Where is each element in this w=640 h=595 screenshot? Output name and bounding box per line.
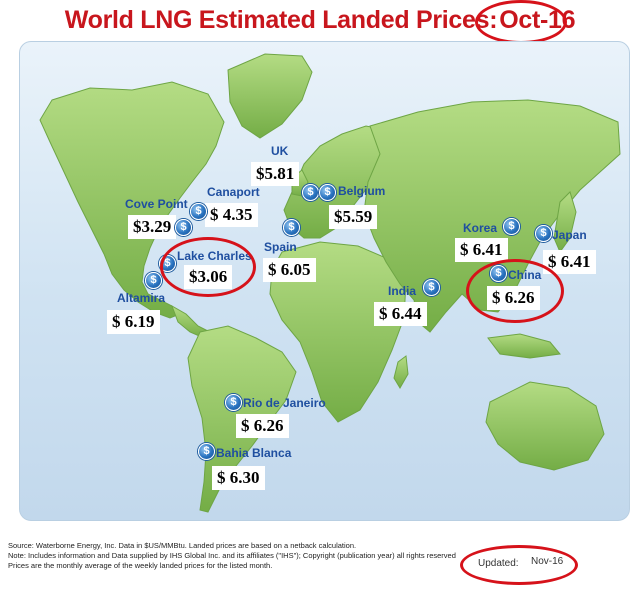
dollar-pin-icon-canaport[interactable]: $ bbox=[190, 203, 207, 220]
terminal-name-uk: UK bbox=[271, 144, 289, 158]
dollar-pin-icon-cove-point[interactable]: $ bbox=[175, 219, 192, 236]
indonesia-shape bbox=[487, 333, 561, 359]
dollar-pin-icon-india[interactable]: $ bbox=[423, 279, 440, 296]
terminal-price-altamira: $ 6.19 bbox=[107, 310, 160, 334]
title-text: World LNG Estimated Landed Prices: bbox=[64, 6, 498, 34]
dollar-pin-icon-belgium[interactable]: $ bbox=[319, 184, 336, 201]
terminal-price-india: $ 6.44 bbox=[374, 302, 427, 326]
footer-source: Source: Waterborne Energy, Inc. Data in … bbox=[8, 541, 357, 550]
footer-note: Source: Waterborne Energy, Inc. Data in … bbox=[8, 541, 456, 571]
terminal-name-india: India bbox=[388, 284, 417, 298]
africa-shape bbox=[269, 241, 407, 423]
month-highlight-ring bbox=[475, 0, 567, 44]
terminal-price-korea: $ 6.41 bbox=[455, 238, 508, 262]
footer-note-text: Note: Includes information and Data supp… bbox=[8, 551, 456, 560]
madagascar-shape bbox=[393, 355, 409, 389]
north-america-shape bbox=[39, 81, 225, 319]
updated-highlight-ring bbox=[460, 545, 578, 585]
dollar-pin-icon-bahia[interactable]: $ bbox=[198, 443, 215, 460]
terminal-price-uk: $5.81 bbox=[251, 162, 300, 186]
dollar-pin-icon-korea[interactable]: $ bbox=[503, 218, 520, 235]
terminal-name-rio: Rio de Janeiro bbox=[243, 396, 326, 410]
footer-average: Prices are the monthly average of the we… bbox=[8, 561, 273, 570]
terminal-price-bahia: $ 6.30 bbox=[212, 466, 265, 490]
terminal-price-rio: $ 6.26 bbox=[236, 414, 289, 438]
continents-svg bbox=[39, 53, 621, 513]
australia-shape bbox=[485, 381, 605, 471]
japan-shape bbox=[553, 191, 577, 254]
terminal-price-canaport: $ 4.35 bbox=[205, 203, 258, 227]
greenland-shape bbox=[227, 53, 313, 139]
dollar-pin-icon-spain[interactable]: $ bbox=[283, 219, 300, 236]
dollar-pin-icon-rio[interactable]: $ bbox=[225, 394, 242, 411]
terminal-name-belgium: Belgium bbox=[338, 184, 386, 198]
terminal-price-belgium: $5.59 bbox=[329, 205, 378, 229]
terminal-name-cove-point: Cove Point bbox=[125, 197, 188, 211]
terminal-name-canaport: Canaport bbox=[207, 185, 260, 199]
lake-charles-highlight-ring bbox=[160, 237, 256, 297]
dollar-pin-icon-uk[interactable]: $ bbox=[302, 184, 319, 201]
terminal-name-altamira: Altamira bbox=[117, 291, 166, 305]
terminal-price-cove-point: $3.29 bbox=[128, 215, 177, 239]
terminal-name-korea: Korea bbox=[463, 221, 498, 235]
dollar-pin-icon-altamira[interactable]: $ bbox=[145, 272, 162, 289]
terminal-name-bahia: Bahia Blanca bbox=[216, 446, 292, 460]
terminal-name-japan: Japan bbox=[552, 228, 587, 242]
dollar-pin-icon-japan[interactable]: $ bbox=[535, 225, 552, 242]
terminal-name-spain: Spain bbox=[264, 240, 297, 254]
terminal-price-spain: $ 6.05 bbox=[263, 258, 316, 282]
china-highlight-ring bbox=[466, 259, 564, 323]
